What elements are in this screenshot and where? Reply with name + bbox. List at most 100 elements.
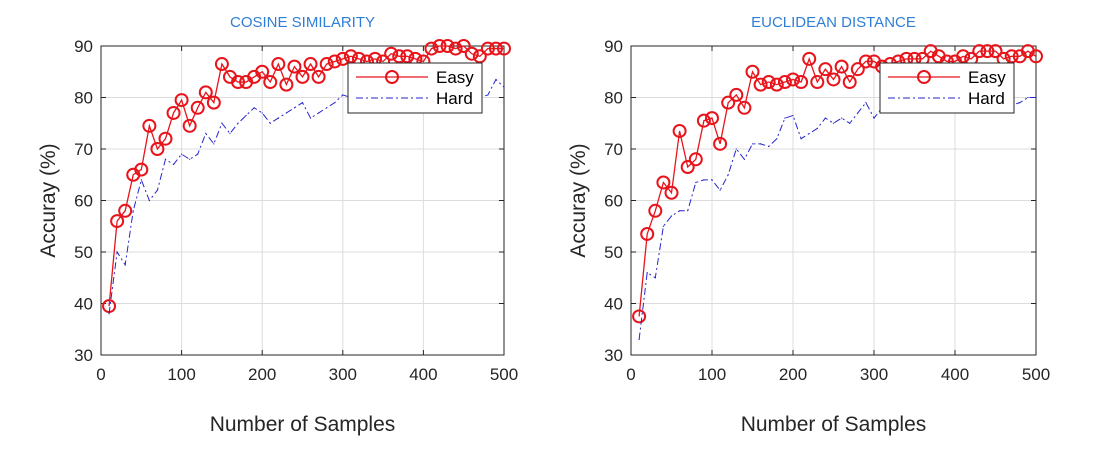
data-point-hard: [670, 215, 673, 217]
data-point-easy: [664, 185, 679, 200]
legend: Easy Hard: [879, 62, 1015, 114]
data-point-easy: [190, 100, 205, 115]
data-point-hard: [792, 114, 794, 117]
data-point-easy: [705, 111, 719, 126]
data-point-hard: [309, 117, 312, 119]
data-point-easy: [786, 72, 800, 87]
data-point-hard: [654, 277, 656, 279]
data-point-hard: [800, 138, 802, 140]
data-point-easy: [182, 118, 197, 133]
x-tick-label: 400: [409, 365, 437, 384]
y-tick-label: 50: [604, 243, 623, 262]
legend: Easy Hard: [347, 62, 483, 114]
legend-label-hard: Hard: [968, 89, 1005, 108]
data-point-easy: [488, 41, 503, 56]
data-point-easy: [826, 72, 841, 87]
x-tick-label: 400: [941, 365, 969, 384]
data-point-easy: [327, 54, 342, 69]
x-axis-label: Number of Samples: [741, 413, 927, 436]
data-point-easy: [440, 39, 455, 53]
data-point-easy: [118, 203, 133, 218]
data-point-easy: [432, 39, 447, 53]
data-point-hard: [638, 338, 640, 341]
y-tick-label: 70: [604, 140, 623, 159]
data-point-hard: [735, 148, 737, 150]
data-point-hard: [285, 112, 287, 114]
series-line-easy: [638, 50, 1037, 317]
x-tick-label: 300: [329, 365, 357, 384]
data-point-easy: [956, 49, 971, 64]
data-point-hard: [849, 122, 851, 124]
legend-label-hard: Hard: [436, 89, 473, 108]
legend-label-easy: Easy: [436, 68, 474, 87]
chart-panel-2: 0 100 200 300 400 500 30 40 50 60 70 80 90 EUCLIDEAN …: [567, 14, 1050, 436]
data-point-easy: [448, 41, 463, 56]
data-point-easy: [142, 118, 157, 133]
data-point-easy: [150, 142, 165, 156]
data-point-hard: [245, 114, 247, 117]
data-point-easy: [335, 51, 350, 66]
data-point-easy: [1004, 49, 1019, 64]
data-point-easy: [745, 64, 760, 79]
data-point-easy: [295, 69, 310, 84]
data-point-hard: [229, 132, 231, 135]
data-point-hard: [326, 107, 328, 109]
y-axis-label: Accuray (%): [567, 143, 590, 257]
data-point-easy: [231, 75, 246, 90]
data-point-hard: [293, 107, 296, 109]
data-point-easy: [810, 75, 825, 90]
data-point-hard: [824, 117, 827, 119]
data-point-hard: [342, 94, 344, 96]
data-point-hard: [269, 122, 271, 124]
data-point-hard: [1019, 102, 1021, 104]
data-point-hard: [703, 179, 705, 181]
data-point-hard: [108, 313, 110, 315]
y-tick-label: 50: [74, 243, 93, 262]
data-point-hard: [334, 102, 336, 104]
data-point-easy: [255, 64, 270, 79]
grid: [100, 45, 505, 356]
data-point-hard: [164, 158, 167, 160]
data-point-hard: [865, 102, 867, 104]
data-point-easy: [166, 105, 181, 120]
data-point-hard: [873, 117, 875, 119]
data-point-easy: [713, 136, 728, 151]
data-point-hard: [808, 132, 810, 135]
data-point-hard: [503, 86, 505, 88]
data-point-easy: [777, 75, 792, 90]
y-tick-label: 90: [604, 37, 623, 56]
data-point-easy: [206, 95, 221, 110]
series-line-easy: [108, 45, 504, 307]
data-point-hard: [695, 181, 697, 184]
data-point-easy: [761, 75, 776, 90]
series-easy: [632, 44, 1043, 324]
y-tick-label: 60: [604, 192, 623, 211]
data-point-easy: [688, 152, 703, 167]
data-point-easy: [769, 77, 784, 92]
data-point-hard: [784, 117, 786, 119]
y-tick-label: 30: [604, 346, 623, 365]
data-point-hard: [124, 264, 126, 266]
data-point-hard: [261, 112, 263, 114]
data-point-easy: [464, 46, 479, 61]
data-point-easy: [134, 162, 149, 177]
data-point-easy: [319, 57, 334, 72]
data-point-hard: [679, 210, 681, 212]
data-point-hard: [148, 199, 150, 202]
data-point-hard: [751, 143, 754, 145]
data-point-hard: [857, 112, 859, 114]
data-point-easy: [424, 41, 439, 56]
data-point-easy: [311, 69, 326, 84]
y-tick-label: 90: [74, 37, 93, 56]
legend-marker-easy: [385, 70, 399, 84]
legend-box: [347, 62, 483, 114]
chart-title: EUCLIDEAN DISTANCE: [751, 14, 916, 31]
x-tick-label: 100: [698, 365, 726, 384]
y-tick-label: 40: [604, 295, 623, 314]
y-tick-label: 80: [604, 89, 623, 108]
legend-label-easy: Easy: [968, 68, 1006, 87]
data-point-easy: [972, 44, 987, 59]
data-point-hard: [253, 107, 255, 109]
y-tick-label: 40: [74, 295, 93, 314]
